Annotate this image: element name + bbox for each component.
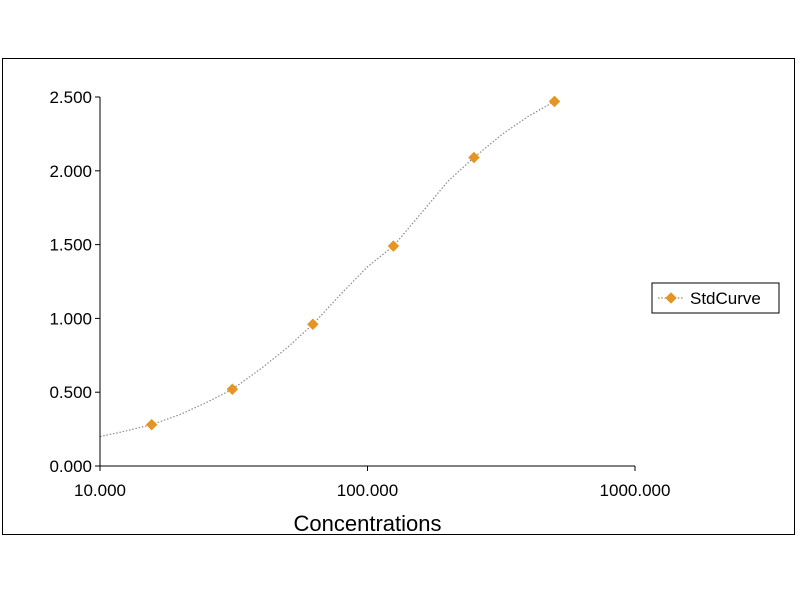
y-tick-label: 1.500: [49, 236, 92, 255]
y-tick-label: 0.500: [49, 383, 92, 402]
legend-marker: [665, 292, 677, 304]
data-point: [548, 95, 561, 108]
legend-label: StdCurve: [690, 289, 761, 308]
data-point: [387, 240, 400, 252]
data-point: [226, 383, 239, 396]
legend-box: [651, 282, 780, 314]
y-tick-label: 1.000: [49, 309, 92, 328]
data-point: [468, 151, 480, 164]
plot-area: [99, 95, 561, 438]
x-axis-title: Concentrations: [294, 511, 442, 534]
legend: StdCurve: [651, 282, 780, 314]
data-point: [145, 418, 158, 431]
trendline: [99, 100, 555, 438]
x-tick-label: 1000.000: [600, 481, 671, 500]
y-tick-label: 2.000: [49, 162, 92, 181]
y-tick-label: 0.000: [49, 457, 92, 476]
data-point: [307, 318, 319, 331]
x-tick-label: 100.000: [337, 481, 398, 500]
chart-svg: 0.000 0.500 1.000 1.500 2.000 2.500 10.000 100.…: [49, 88, 780, 534]
chart-frame: 0.000 0.500 1.000 1.500 2.000 2.500 10.000 100.…: [2, 58, 795, 535]
axes: 0.000 0.500 1.000 1.500 2.000 2.500 10.000 100.…: [49, 88, 670, 534]
x-tick-label: 10.000: [74, 481, 126, 500]
y-tick-label: 2.500: [49, 88, 92, 107]
